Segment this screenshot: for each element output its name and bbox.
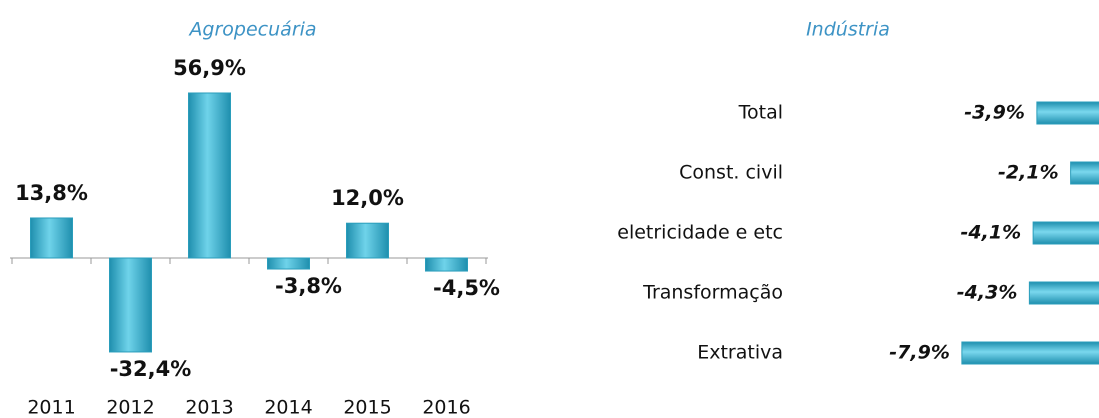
bar xyxy=(1070,161,1099,185)
x-tick-label: 2011 xyxy=(27,397,75,418)
bar xyxy=(1036,101,1099,125)
x-tick-label: 2012 xyxy=(106,397,154,418)
bar xyxy=(346,222,389,259)
x-tick-label: 2015 xyxy=(343,397,391,418)
value-label: -4,1% xyxy=(961,222,1022,244)
value-label: -32,4% xyxy=(110,357,192,381)
bar xyxy=(267,257,310,270)
bar xyxy=(109,257,152,353)
y-tick-label: Total xyxy=(738,102,783,124)
value-label: -2,1% xyxy=(998,162,1059,184)
value-label: -4,3% xyxy=(957,282,1018,304)
x-tick-label: 2013 xyxy=(185,397,233,418)
bar xyxy=(1032,221,1099,245)
bar xyxy=(188,92,231,259)
chart-title: Agropecuária xyxy=(187,19,316,41)
value-label: -3,8% xyxy=(275,274,342,298)
value-label: 13,8% xyxy=(15,181,88,205)
bar xyxy=(1028,281,1099,305)
value-label: -4,5% xyxy=(433,276,500,300)
bar xyxy=(425,257,468,272)
value-label: 12,0% xyxy=(331,186,404,210)
value-label: -3,9% xyxy=(964,102,1025,124)
x-tick-label: 2014 xyxy=(264,397,312,418)
x-tick-label: 2016 xyxy=(422,397,470,418)
y-tick-label: Extrativa xyxy=(697,342,783,364)
chart-title: Indústria xyxy=(806,19,890,41)
y-tick-label: Const. civil xyxy=(679,162,783,184)
value-label: -7,9% xyxy=(889,342,950,364)
value-label: 56,9% xyxy=(173,56,246,80)
bar xyxy=(30,217,73,259)
y-tick-label: Transformação xyxy=(642,282,783,304)
bar xyxy=(961,341,1099,365)
y-tick-label: eletricidade e etc xyxy=(617,222,783,244)
